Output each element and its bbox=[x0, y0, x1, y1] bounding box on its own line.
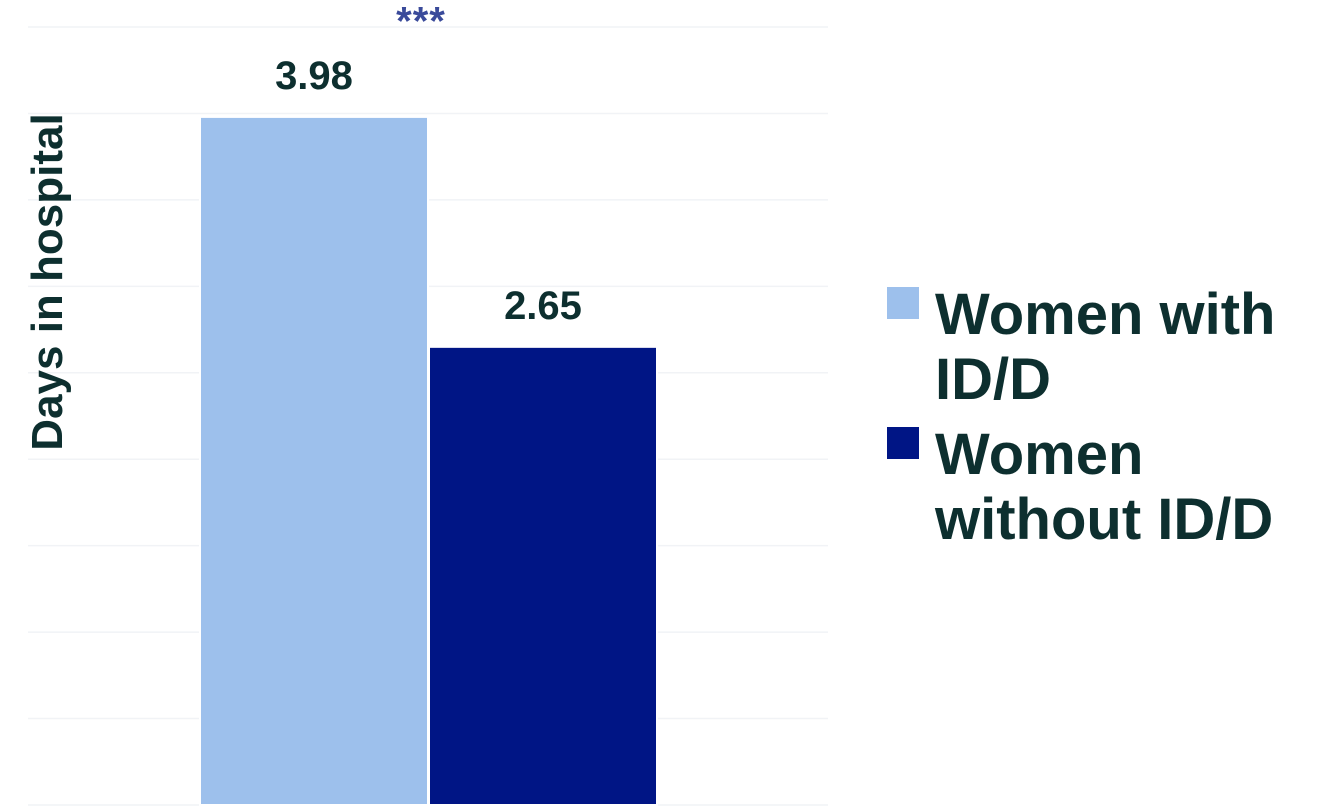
legend-swatch-with-idd bbox=[887, 287, 919, 319]
y-axis-label: Days in hospital bbox=[23, 113, 72, 451]
legend: Women with ID/D Women without ID/D bbox=[887, 282, 1317, 563]
legend-swatch-without-idd bbox=[887, 426, 919, 459]
legend-item-with-idd: Women with ID/D bbox=[887, 282, 1317, 413]
legend-item-without-idd: Women without ID/D bbox=[887, 421, 1317, 553]
bars bbox=[199, 115, 658, 806]
bar-with-idd bbox=[199, 115, 429, 806]
value-label-with-idd: 3.98 bbox=[275, 54, 353, 98]
significance-marker: *** bbox=[396, 0, 446, 44]
legend-label-without-idd: Women without ID/D bbox=[935, 421, 1274, 552]
legend-label-with-idd: Women with ID/D bbox=[935, 282, 1276, 412]
value-label-without-idd: 2.65 bbox=[504, 284, 582, 328]
value-labels: 3.98 2.65 bbox=[275, 54, 582, 328]
bar-without-idd bbox=[428, 345, 658, 806]
